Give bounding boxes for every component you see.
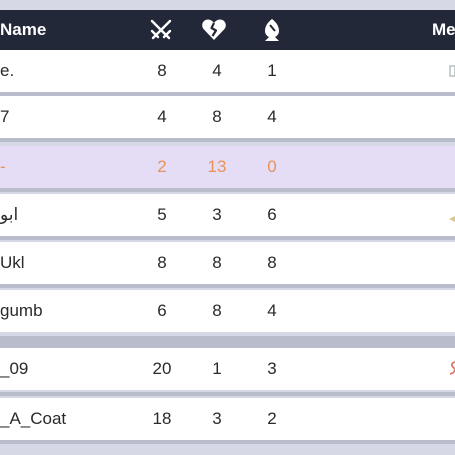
player-name: Ukl	[0, 253, 25, 272]
table-row-current-player[interactable]: - 2 13 0	[0, 146, 455, 188]
player-name: e.	[0, 61, 15, 80]
player-name: gumb	[0, 301, 43, 320]
team-divider	[0, 336, 455, 348]
row-divider	[0, 236, 455, 240]
table-row[interactable]: 7 4 8 4	[0, 96, 455, 138]
deaths-value: 8	[212, 107, 222, 126]
name-column-header: Name	[0, 20, 47, 39]
captures-value: 4	[267, 107, 277, 126]
bishop-icon	[259, 18, 285, 42]
table-row[interactable]: ابو 5 3 6	[0, 194, 455, 236]
captures-value: 1	[267, 61, 277, 80]
player-name: ابو	[0, 205, 19, 224]
player-name: _09	[0, 359, 29, 378]
medal-icon	[448, 63, 455, 77]
deaths-value: 1	[212, 359, 222, 378]
table-row[interactable]: e. 8 4 1	[0, 50, 455, 92]
kills-value: 8	[157, 61, 167, 80]
player-name: 7	[0, 107, 10, 126]
player-name: _A_Coat	[0, 409, 67, 428]
deaths-value: 3	[212, 205, 222, 224]
player-name: -	[0, 157, 6, 176]
kills-value: 8	[157, 253, 167, 272]
medal-column-header: Me	[432, 20, 455, 39]
crossed-swords-icon	[148, 18, 174, 42]
row-divider	[0, 440, 455, 444]
table-header: Name Me	[0, 10, 455, 50]
kills-value: 18	[152, 409, 172, 428]
kills-value: 6	[157, 301, 167, 320]
kills-value: 20	[152, 359, 172, 378]
row-divider	[0, 392, 455, 396]
kills-value: 5	[157, 205, 167, 224]
row-divider	[0, 284, 455, 288]
deaths-value: 13	[207, 157, 227, 176]
captures-value: 0	[267, 157, 277, 176]
kills-value: 4	[157, 107, 167, 126]
deaths-value: 4	[212, 61, 222, 80]
table-row[interactable]: _09 20 1 3	[0, 348, 455, 390]
captures-value: 8	[267, 253, 277, 272]
medal-icon	[448, 360, 455, 375]
captures-value: 6	[267, 205, 277, 224]
kills-value: 2	[157, 157, 167, 176]
deaths-value: 3	[212, 409, 222, 428]
row-divider	[0, 188, 455, 192]
deaths-value: 8	[212, 253, 222, 272]
table-row[interactable]: Ukl 8 8 8	[0, 242, 455, 284]
captures-value: 4	[267, 301, 277, 320]
row-divider	[0, 92, 455, 96]
medal-icon	[448, 209, 455, 223]
captures-value: 2	[267, 409, 277, 428]
captures-value: 3	[267, 359, 277, 378]
row-divider	[0, 138, 455, 142]
broken-heart-icon	[201, 18, 227, 42]
table-row[interactable]: _A_Coat 18 3 2	[0, 398, 455, 440]
table-row[interactable]: gumb 6 8 4	[0, 290, 455, 332]
deaths-value: 8	[212, 301, 222, 320]
